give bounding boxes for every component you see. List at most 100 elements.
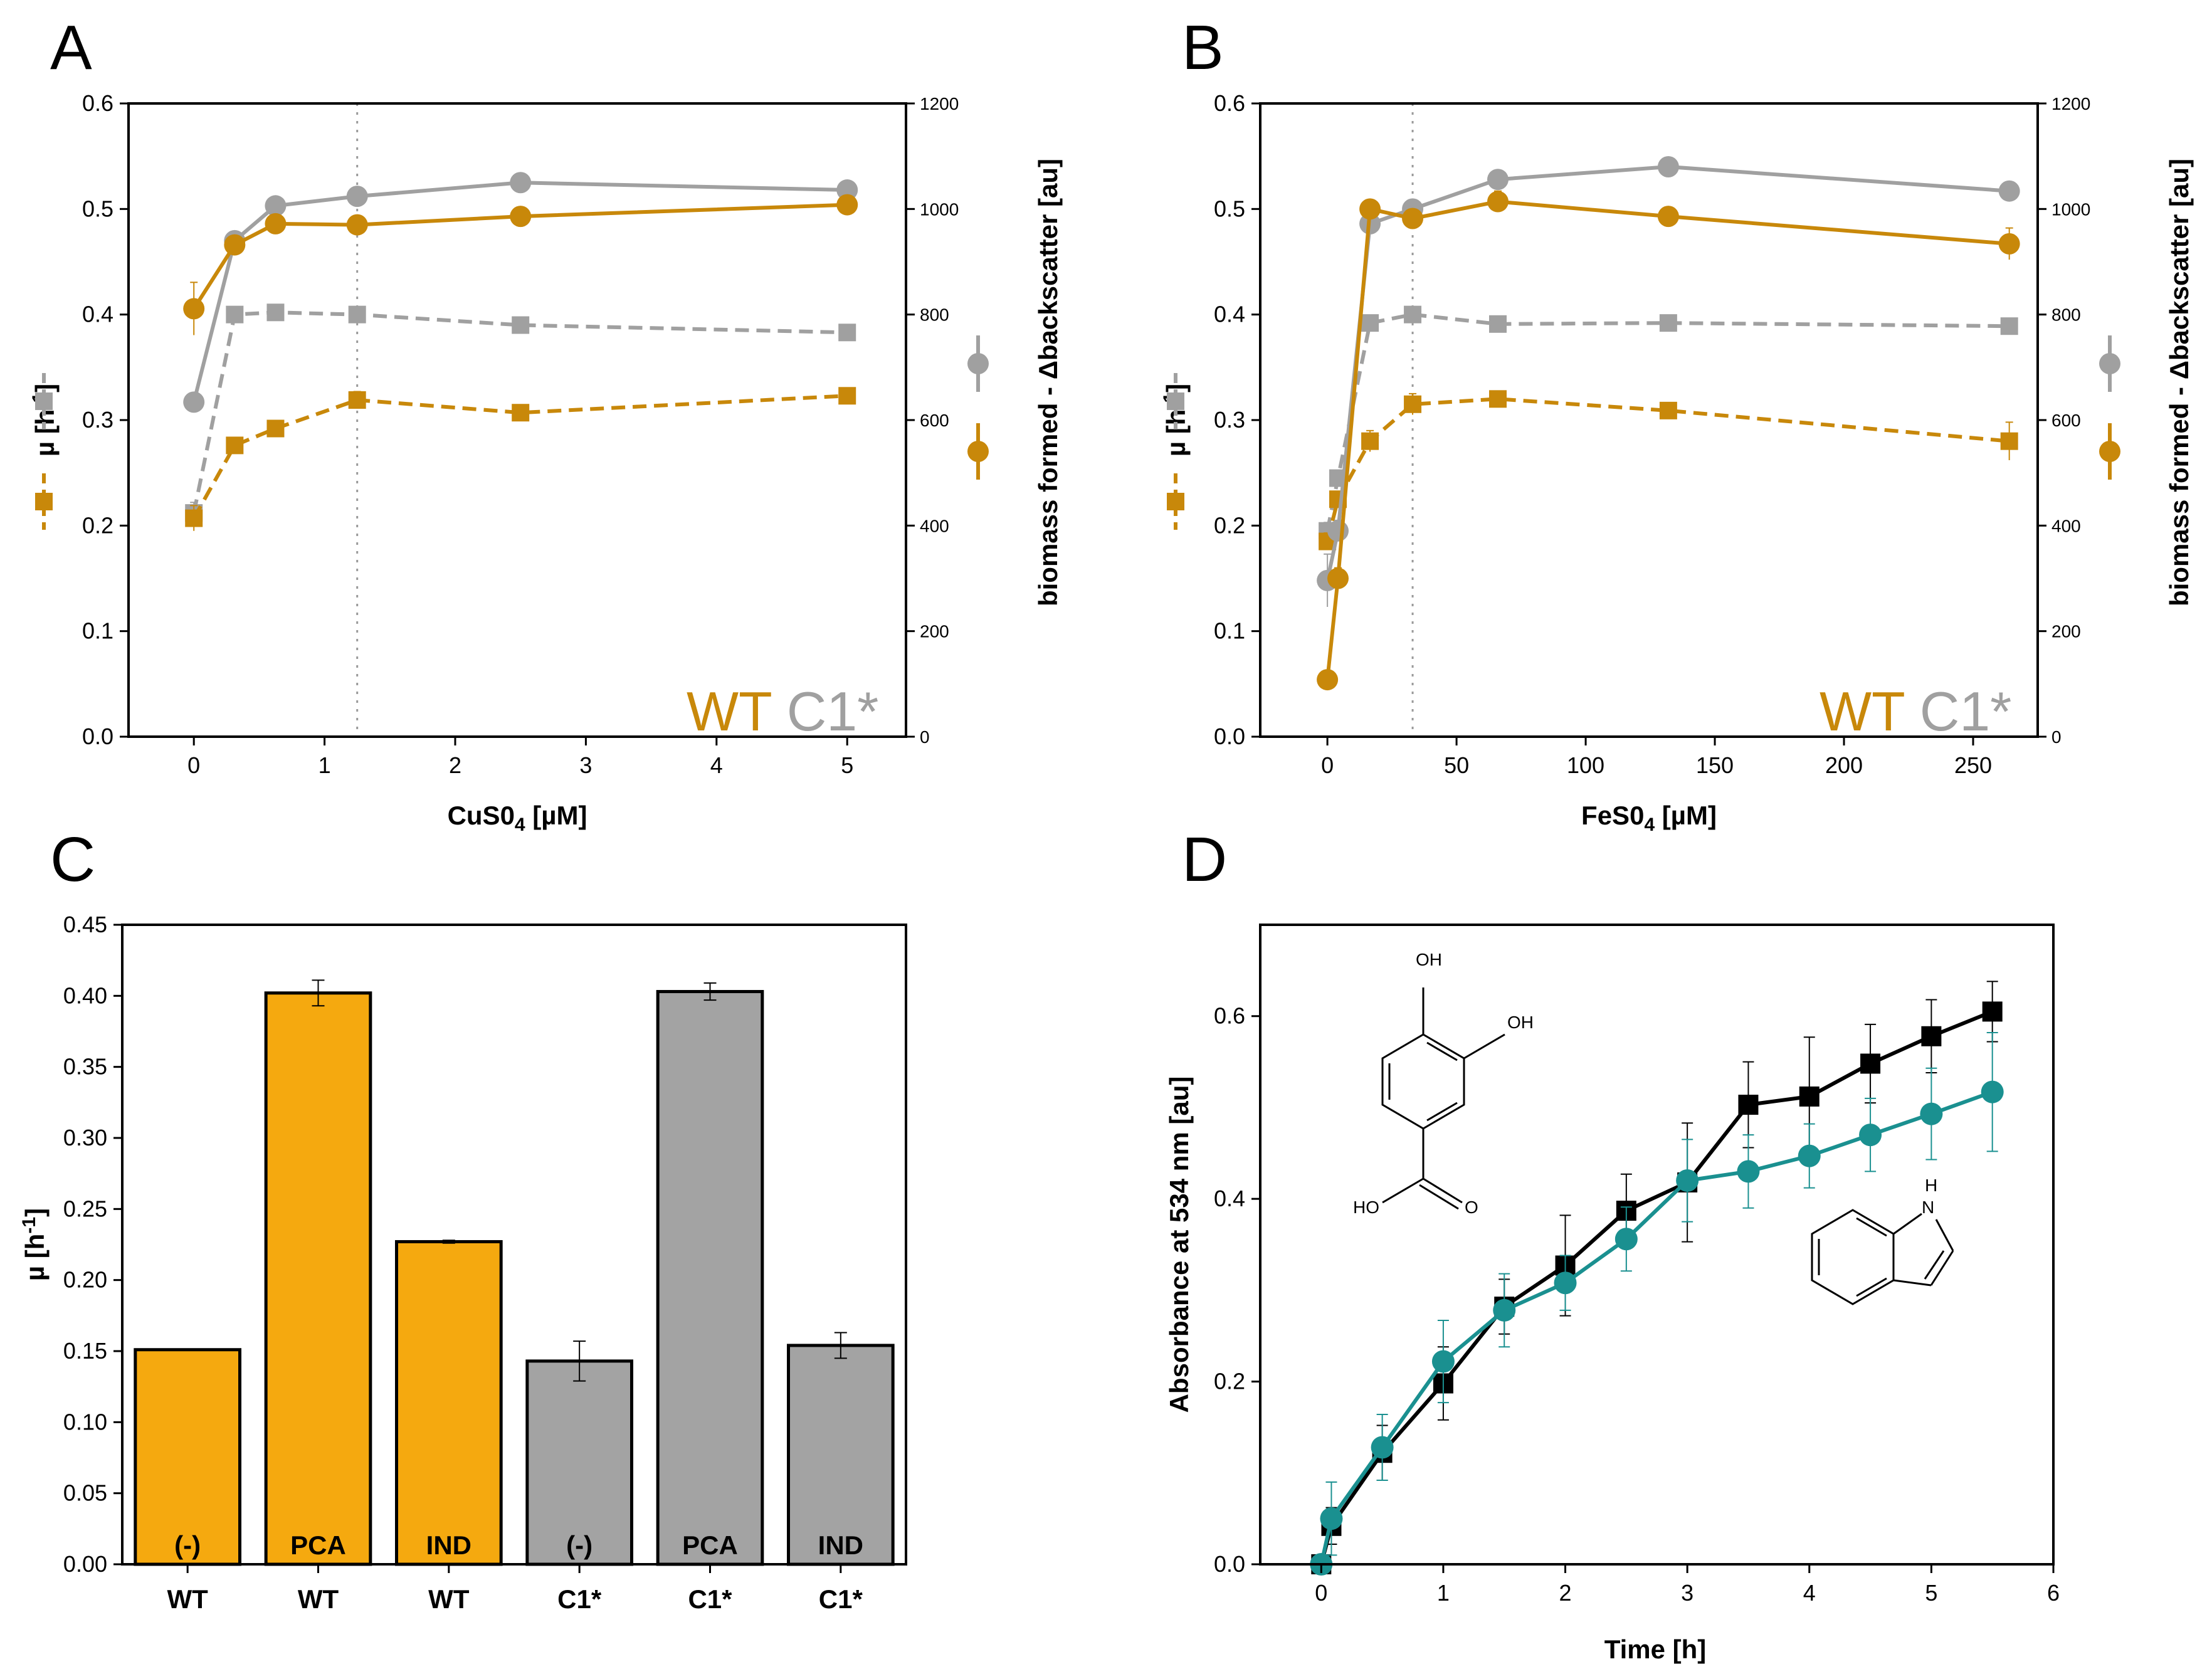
data-point-circle <box>836 194 858 216</box>
axis-key-circle <box>967 441 989 462</box>
bar-inner-label: PCA <box>682 1530 738 1560</box>
y-left-tick-label: 0.5 <box>82 196 113 221</box>
panel-a-ticks: 0 1 2 3 4 5 0.0 0.1 0.2 0.3 0.4 0.5 0.6 0 200 400 600 800… <box>82 90 959 778</box>
x-tick-label: 0 <box>187 752 200 778</box>
data-point-circle <box>1359 198 1381 220</box>
panel-a: A 0 1 2 3 4 5 0.0 0.1 0.2 0.3 0.4 0.5 0.6 0 200 400 600 8… <box>29 13 1063 835</box>
y-tick-label: 0.45 <box>63 912 107 937</box>
x-tick-label: 2 <box>449 752 461 778</box>
x-tick-label: WT <box>428 1584 470 1614</box>
panel-b-right-axis-label: biomass formed - Δbackscatter [au] <box>2164 159 2194 606</box>
data-point-square <box>2000 317 2018 335</box>
panel-a-legend: WT C1* <box>687 680 878 742</box>
data-point-square <box>512 404 530 422</box>
data-point-circle <box>183 298 205 320</box>
x-tick-label: WT <box>167 1584 209 1614</box>
y-tick-label: 0.20 <box>63 1267 107 1293</box>
y-tick-label: 0.2 <box>1214 1369 1245 1394</box>
x-tick-label: 4 <box>1803 1580 1816 1606</box>
bar <box>395 1240 503 1566</box>
y-right-tick-label: 800 <box>920 305 949 325</box>
panel-b-axis-keys <box>1167 335 2120 530</box>
panel-d-frame <box>1259 924 2055 1566</box>
x-tick-label: 200 <box>1825 752 1863 778</box>
data-point-square <box>1404 395 1422 413</box>
x-tick-label: 4 <box>710 752 723 778</box>
data-point-circle <box>1798 1144 1821 1167</box>
data-point-square <box>266 303 285 322</box>
data-point-square <box>1361 432 1379 450</box>
data-point-square <box>838 324 856 342</box>
y-left-tick-label: 0.0 <box>1214 724 1245 749</box>
x-tick-label: 1 <box>1437 1580 1450 1606</box>
y-left-tick-label: 0.3 <box>82 407 113 433</box>
data-point-square <box>348 391 366 409</box>
data-point-square <box>185 509 203 527</box>
axis-key-square <box>1167 493 1184 510</box>
panel-a-plot-area <box>183 103 858 737</box>
series-line <box>1325 312 2009 532</box>
pca-oh-top: OH <box>1416 950 1442 969</box>
y-tick-label: 0.30 <box>63 1125 107 1150</box>
y-left-tick-label: 0.6 <box>82 90 113 116</box>
y-tick-label: 0.15 <box>63 1338 107 1364</box>
panel-letter-a: A <box>50 13 92 83</box>
x-tick-label: 5 <box>841 752 853 778</box>
data-point-circle <box>265 213 287 234</box>
panel-letter-c: C <box>50 824 95 895</box>
y-tick-label: 0.6 <box>1214 1003 1245 1029</box>
y-left-tick-label: 0.1 <box>1214 618 1245 644</box>
panel-letter-b: B <box>1182 13 1224 83</box>
x-tick-label: 5 <box>1925 1580 1937 1606</box>
data-point-circle <box>1981 1080 2004 1103</box>
y-right-tick-label: 600 <box>2051 411 2081 430</box>
data-point-circle <box>224 234 246 256</box>
data-point-square <box>1659 314 1677 332</box>
panel-d-x-axis-label: Time [h] <box>1604 1635 1707 1664</box>
y-tick-label: 0.05 <box>63 1480 107 1506</box>
y-tick-label: 0.0 <box>1214 1551 1245 1577</box>
panel-c: C (-) PCA IND (-) PCA IND 0.00 0.05 0.10 0.15 0.2… <box>19 824 907 1614</box>
y-left-tick-label: 0.3 <box>1214 407 1245 433</box>
data-point-circle <box>510 206 532 228</box>
axis-key-circle <box>967 353 989 374</box>
bar-inner-label: (-) <box>174 1530 201 1560</box>
y-tick-label: 0.00 <box>63 1551 107 1577</box>
x-tick-label: 0 <box>1321 752 1334 778</box>
y-right-tick-label: 1200 <box>2051 94 2090 113</box>
data-point-square <box>1361 314 1379 332</box>
data-point-circle <box>1327 567 1349 589</box>
data-point-circle <box>1493 1298 1516 1322</box>
data-point-circle <box>1327 520 1349 542</box>
data-point-circle <box>1554 1271 1577 1295</box>
x-tick-label: WT <box>298 1584 339 1614</box>
indole-n: N <box>1922 1198 1934 1217</box>
bar-inner-label: IND <box>818 1530 863 1560</box>
x-tick-label: 0 <box>1315 1580 1327 1606</box>
axis-key-square <box>35 493 53 510</box>
panel-b-frame <box>1259 102 2039 738</box>
pca-molecule <box>1381 987 1505 1210</box>
panel-a-x-axis-label: CuS04 [µM] <box>448 801 587 835</box>
panel-b-ticks: 0 50 100 150 200 250 0.0 0.1 0.2 0.3 0.4 0.5 0.6 0 200… <box>1214 90 2090 778</box>
y-left-tick-label: 0.6 <box>1214 90 1245 116</box>
series-line <box>1325 397 2009 542</box>
legend-wt: WT <box>687 680 771 742</box>
series-line <box>192 203 848 310</box>
panel-c-frame <box>121 924 907 1566</box>
y-right-tick-label: 1000 <box>2051 199 2090 219</box>
bar-inner-label: PCA <box>290 1530 346 1560</box>
y-left-tick-label: 0.4 <box>1214 302 1245 327</box>
data-point-square <box>1489 315 1507 333</box>
y-right-tick-label: 1200 <box>920 94 959 113</box>
data-point-circle <box>183 391 205 413</box>
bar-inner-label: (-) <box>566 1530 592 1560</box>
y-tick-label: 0.40 <box>63 982 107 1008</box>
panel-b-legend: WT C1* <box>1820 680 2011 742</box>
x-tick-label: 6 <box>2047 1580 2060 1606</box>
y-left-tick-label: 0.2 <box>1214 512 1245 538</box>
axis-key-square <box>1167 392 1184 410</box>
series-line <box>192 394 848 520</box>
axis-key-circle <box>2099 441 2120 462</box>
